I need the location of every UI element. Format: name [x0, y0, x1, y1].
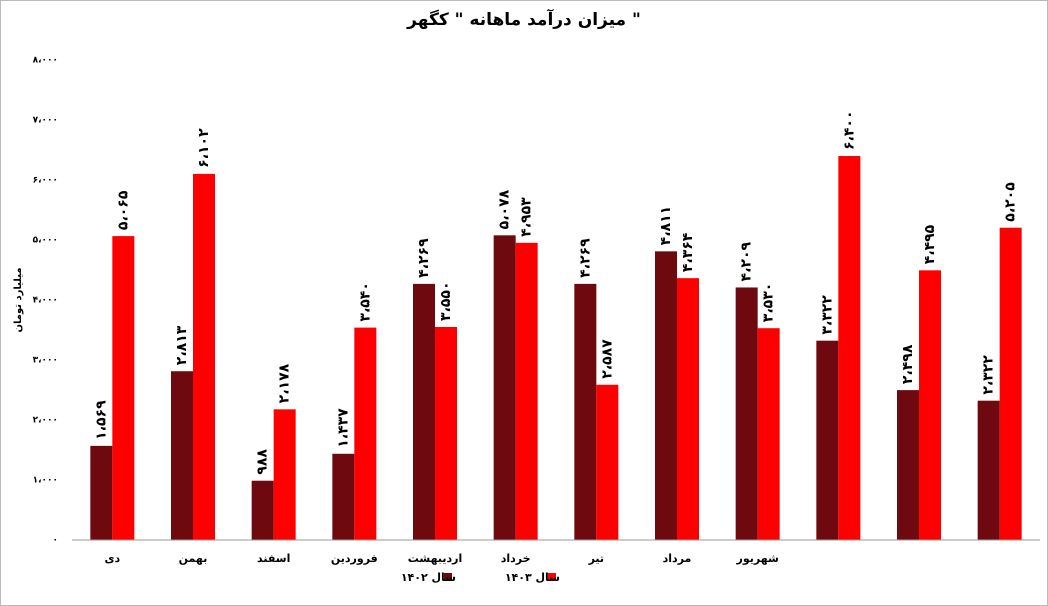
x-tick-label: بهمن [179, 552, 208, 565]
value-label: ۴،۳۶۴ [680, 232, 696, 272]
value-label: ۲،۵۸۷ [599, 339, 615, 379]
value-label: ۹۸۸ [255, 449, 271, 475]
legend-swatch [548, 573, 556, 581]
value-label: ۴،۲۶۹ [577, 238, 593, 278]
bar [493, 235, 516, 540]
value-label: ۵،۰۶۵ [115, 190, 131, 230]
y-tick-label: ۸،۰۰۰ [33, 56, 58, 66]
value-label: ۶،۱۰۲ [196, 128, 212, 168]
bar [655, 251, 677, 540]
bar [596, 384, 619, 540]
bar [515, 242, 538, 540]
legend-label: سال ۱۴۰۳ [505, 571, 560, 584]
bar [332, 453, 355, 540]
y-tick-label: ۷،۰۰۰ [33, 116, 58, 126]
y-tick-label: ۴،۰۰۰ [33, 296, 58, 306]
legend-label: سال ۱۴۰۲ [401, 571, 456, 584]
value-label: ۱،۴۳۷ [335, 408, 351, 448]
x-tick-label: اسفند [257, 552, 290, 565]
x-tick-label: خرداد [501, 552, 531, 565]
value-label: ۵،۲۰۵ [1003, 182, 1019, 222]
value-label: ۲،۳۲۲ [981, 355, 997, 395]
bar [838, 156, 861, 540]
value-label: ۴،۴۹۵ [922, 224, 938, 264]
bar [354, 327, 377, 540]
value-label: ۳،۵۴۰ [357, 282, 373, 322]
bar [413, 283, 435, 540]
y-tick-label: ۶،۰۰۰ [33, 176, 58, 186]
bar [90, 445, 113, 540]
value-label: ۶،۴۰۰ [841, 111, 857, 151]
x-tick-label: مرداد [663, 552, 692, 565]
x-tick-label: شهریور [736, 552, 779, 565]
bar [816, 340, 839, 540]
y-tick-label: ۲،۰۰۰ [33, 416, 58, 426]
y-tick-label: ۰ [53, 536, 59, 546]
chart-title: میزان درآمد ماهانه " کگهر " [406, 8, 641, 30]
bar [273, 409, 296, 540]
value-label: ۲،۱۷۸ [277, 363, 293, 403]
x-tick-label: تیر [588, 552, 604, 565]
bar [757, 328, 780, 540]
y-tick-label: ۳،۰۰۰ [33, 356, 58, 366]
bar [897, 390, 919, 540]
bar [171, 371, 193, 540]
bar [919, 270, 941, 540]
bar [251, 480, 274, 540]
value-label: ۳،۵۳۰ [761, 283, 777, 323]
legend-swatch [444, 573, 452, 581]
value-label: ۲،۴۹۸ [900, 344, 916, 384]
bar [193, 173, 215, 540]
x-tick-label: فروردین [331, 552, 378, 565]
value-label: ۱،۵۶۹ [93, 400, 109, 440]
x-tick-label: اردیبهشت [408, 552, 462, 565]
bar [574, 283, 597, 540]
value-label: ۴،۲۰۹ [739, 242, 755, 282]
value-label: ۴،۹۵۳ [519, 197, 535, 237]
bar [735, 287, 758, 540]
bar [977, 400, 1000, 540]
bar [435, 327, 457, 540]
value-label: ۳،۳۲۲ [819, 295, 835, 335]
value-label: ۲،۸۱۳ [174, 325, 190, 365]
value-label: ۳،۵۵۰ [438, 282, 454, 322]
value-label: ۴،۸۱۱ [658, 206, 674, 246]
y-axis-title: میلیارد تومان [13, 267, 24, 332]
bar [677, 278, 699, 540]
value-label: ۴،۲۶۹ [416, 238, 432, 278]
y-tick-label: ۱،۰۰۰ [33, 476, 58, 486]
x-tick-label: دی [104, 552, 120, 565]
bar [112, 236, 135, 540]
value-label: ۵،۰۷۸ [497, 189, 513, 229]
bar [999, 227, 1022, 540]
y-tick-label: ۵،۰۰۰ [33, 236, 58, 246]
